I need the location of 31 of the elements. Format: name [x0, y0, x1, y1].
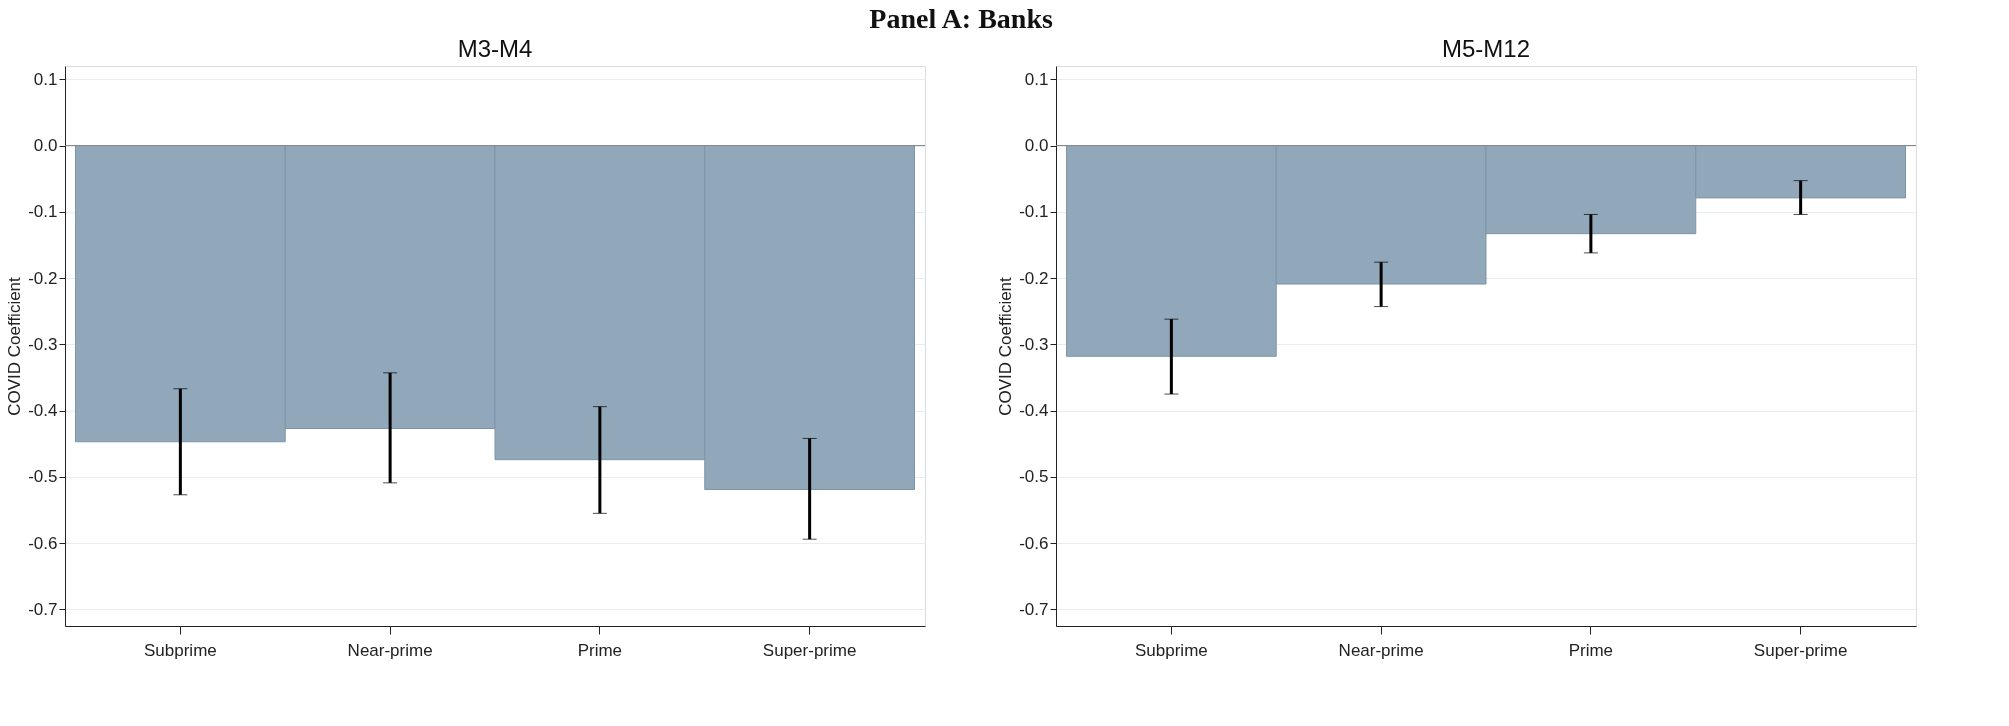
x-tick-label: Subprime: [1134, 640, 1208, 660]
y-tick-label: 0.1: [1024, 69, 1049, 89]
y-tick-label: -0.2: [1019, 268, 1049, 288]
y-tick-label: -0.3: [28, 334, 58, 354]
y-tick-label: 0.1: [33, 69, 58, 89]
y-tick-label: -0.7: [28, 599, 58, 619]
y-axis-title: COVID Coefficient: [5, 276, 25, 416]
y-tick-label: 0.0: [33, 136, 58, 156]
x-tick-label: Near-prime: [347, 640, 433, 660]
x-tick-label: Super-prime: [762, 640, 857, 660]
y-axis-title: COVID Coefficient: [996, 276, 1016, 416]
y-tick-label: -0.1: [1019, 202, 1049, 222]
x-tick-label: Subprime: [143, 640, 217, 660]
y-tick-label: -0.6: [1019, 533, 1049, 553]
x-tick-label: Prime: [577, 640, 623, 660]
y-tick-label: -0.7: [1019, 599, 1049, 619]
chart-title: M3-M4: [457, 35, 533, 62]
y-tick-label: -0.2: [28, 268, 58, 288]
y-tick-label: -0.3: [1019, 334, 1049, 354]
chart-title: M5-M12: [1441, 35, 1531, 62]
x-tick-label: Near-prime: [1338, 640, 1424, 660]
text: Panel A: Banks: [869, 2, 1053, 34]
y-tick-label: -0.1: [28, 202, 58, 222]
y-tick-label: 0.0: [1024, 136, 1049, 156]
y-tick-label: -0.4: [28, 401, 58, 421]
y-tick-label: -0.6: [28, 533, 58, 553]
x-tick-label: Super-prime: [1753, 640, 1848, 660]
y-tick-label: -0.5: [1019, 467, 1049, 487]
x-tick-label: Prime: [1568, 640, 1614, 660]
y-tick-label: -0.4: [1019, 401, 1049, 421]
y-tick-label: -0.5: [28, 467, 58, 487]
